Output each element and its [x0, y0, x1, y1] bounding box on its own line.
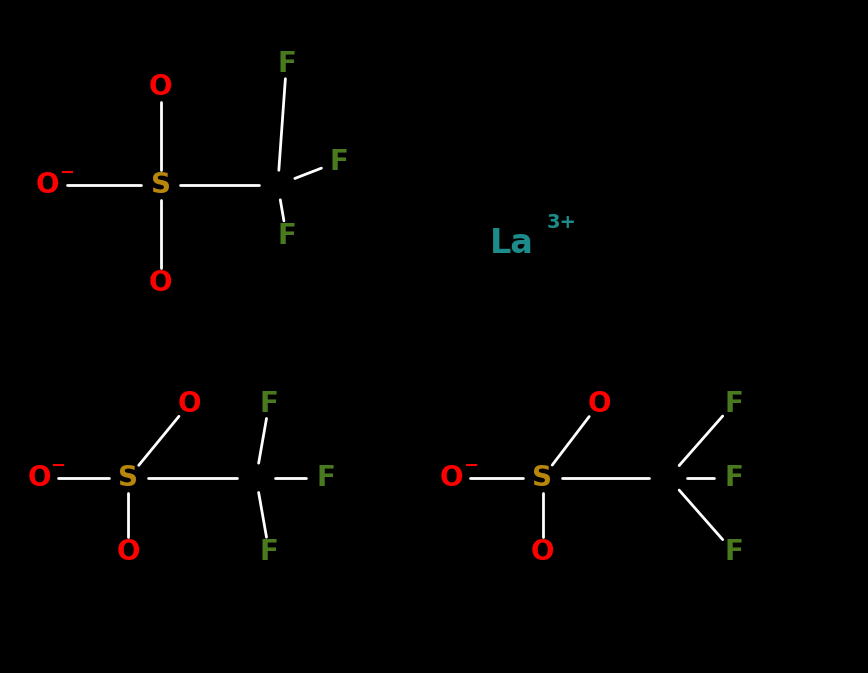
Text: F: F: [260, 390, 279, 418]
Text: F: F: [277, 221, 296, 250]
Text: O: O: [587, 390, 611, 418]
Text: −: −: [59, 164, 75, 182]
Text: F: F: [724, 464, 743, 492]
Text: O: O: [27, 464, 51, 492]
Text: F: F: [260, 538, 279, 566]
Text: F: F: [277, 50, 296, 78]
Text: F: F: [724, 390, 743, 418]
Text: O: O: [177, 390, 201, 418]
Text: O: O: [148, 73, 173, 102]
Text: 3+: 3+: [547, 213, 576, 232]
Text: O: O: [36, 171, 60, 199]
Text: −: −: [50, 457, 66, 474]
Text: S: S: [150, 171, 171, 199]
Text: F: F: [724, 538, 743, 566]
Text: S: S: [532, 464, 553, 492]
Text: O: O: [439, 464, 464, 492]
Text: F: F: [316, 464, 335, 492]
Text: −: −: [463, 457, 478, 474]
Text: La: La: [490, 227, 534, 260]
Text: F: F: [329, 147, 348, 176]
Text: O: O: [148, 269, 173, 297]
Text: S: S: [118, 464, 139, 492]
Text: O: O: [116, 538, 141, 566]
Text: O: O: [530, 538, 555, 566]
